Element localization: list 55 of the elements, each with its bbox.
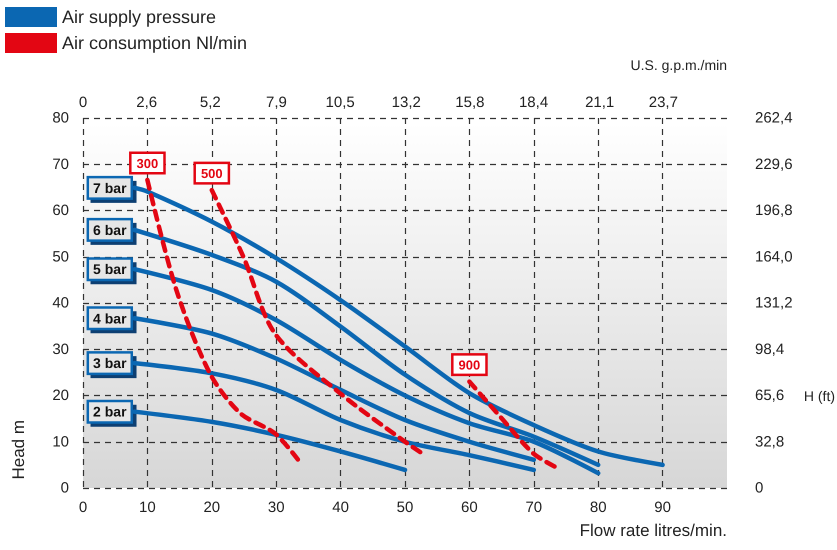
y-tick-label: 30 [52,340,69,358]
line-series [145,178,300,462]
y2-axis-title: H (ft) [804,388,836,404]
y-tick-label: 50 [52,248,69,266]
x2-tick-label: 18,4 [518,94,548,111]
y2-tick-label: 32,8 [755,433,784,450]
x2-tick-label: 21,1 [585,94,614,111]
x-tick-label: 0 [78,499,88,516]
line-series [467,379,558,469]
x2-axis-title: U.S. g.p.m./min [630,57,727,73]
x2-tick-label: 2,6 [136,94,158,111]
y2-tick-label: 65,6 [755,387,784,404]
y2-tick-label: 98,4 [755,340,784,358]
x-tick-label: 70 [525,499,542,516]
x2-tick-label: 0 [78,94,88,111]
y-tick-label: 10 [52,433,69,450]
x2-tick-label: 5,2 [200,94,221,111]
y2-tick-label: 262,4 [755,110,793,126]
annotation: 300 [136,156,158,171]
y2-tick-label: 0 [755,480,764,496]
y-axis-title: Head m [9,420,28,480]
x-tick-label: 30 [268,499,285,516]
x2-tick-label: 15,8 [455,94,484,111]
y-tick-label: 80 [52,110,69,126]
legend-label: Air supply pressure [62,7,216,27]
y-tick-label: 20 [52,387,69,404]
x-axis-title: Flow rate litres/min. [580,521,728,540]
x-tick-label: 80 [590,499,607,516]
y2-tick-label: 229,6 [755,156,793,173]
y2-tick-label: 131,2 [755,294,793,312]
annotation: 7 bar [93,180,128,196]
annotation: 900 [458,358,480,373]
annotation: 500 [200,166,223,182]
y2-tick-label: 196,8 [755,202,793,219]
legend-label: Air consumption Nl/min [62,33,248,53]
y-tick-label: 0 [60,480,69,496]
annotation: 6 bar [93,222,128,238]
y-tick-label: 40 [52,294,69,312]
x-tick-label: 10 [139,499,156,516]
x2-tick-label: 10,5 [326,94,355,111]
x2-tick-label: 13,2 [392,94,421,111]
x-tick-label: 40 [332,499,349,516]
x-tick-label: 90 [654,499,671,516]
x-tick-label: 50 [396,499,414,516]
y2-tick-label: 164,0 [755,248,793,266]
x2-tick-label: 23,7 [648,94,678,111]
x2-tick-label: 7,9 [266,94,287,111]
annotation: 3 bar [93,355,128,372]
annotation: 5 bar [93,261,128,278]
y-tick-label: 60 [52,202,69,219]
x-tick-label: 20 [203,499,220,516]
y-tick-label: 70 [52,156,69,173]
annotation: 2 bar [93,404,128,420]
x-tick-label: 60 [461,499,478,516]
annotation: 4 bar [93,310,128,326]
